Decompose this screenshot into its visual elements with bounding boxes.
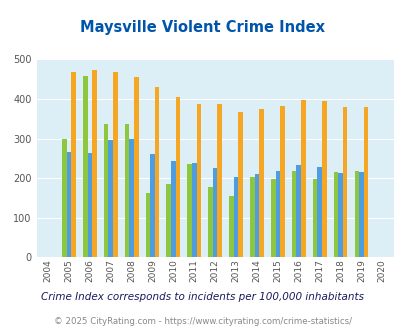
Text: Crime Index corresponds to incidents per 100,000 inhabitants: Crime Index corresponds to incidents per…	[41, 292, 364, 302]
Bar	[124, 123, 129, 257]
Bar	[301, 100, 305, 257]
Bar	[166, 184, 171, 257]
Bar	[254, 174, 259, 257]
Text: Maysville Violent Crime Index: Maysville Violent Crime Index	[80, 20, 325, 35]
Bar	[171, 161, 175, 257]
Bar	[275, 171, 279, 257]
Bar	[175, 97, 180, 257]
Bar	[145, 193, 150, 257]
Bar	[192, 163, 196, 257]
Bar	[259, 109, 263, 257]
Bar	[337, 173, 342, 257]
Bar	[333, 172, 337, 257]
Bar	[129, 139, 134, 257]
Bar	[249, 177, 254, 257]
Bar	[358, 172, 363, 257]
Bar	[196, 104, 201, 257]
Bar	[62, 139, 66, 257]
Bar	[217, 104, 222, 257]
Bar	[154, 87, 159, 257]
Bar	[342, 107, 347, 257]
Bar	[87, 153, 92, 257]
Bar	[279, 106, 284, 257]
Bar	[71, 72, 76, 257]
Bar	[296, 165, 301, 257]
Bar	[150, 154, 154, 257]
Bar	[212, 168, 217, 257]
Bar	[113, 73, 117, 257]
Bar	[92, 70, 96, 257]
Bar	[66, 152, 71, 257]
Bar	[187, 164, 192, 257]
Bar	[354, 172, 358, 257]
Bar	[317, 167, 321, 257]
Text: © 2025 CityRating.com - https://www.cityrating.com/crime-statistics/: © 2025 CityRating.com - https://www.city…	[54, 317, 351, 326]
Bar	[233, 178, 238, 257]
Bar	[134, 77, 138, 257]
Bar	[270, 180, 275, 257]
Bar	[208, 187, 212, 257]
Bar	[104, 124, 108, 257]
Bar	[108, 140, 113, 257]
Bar	[321, 101, 326, 257]
Bar	[291, 172, 296, 257]
Bar	[228, 196, 233, 257]
Bar	[238, 112, 242, 257]
Bar	[312, 179, 317, 257]
Bar	[83, 77, 87, 257]
Bar	[363, 107, 367, 257]
